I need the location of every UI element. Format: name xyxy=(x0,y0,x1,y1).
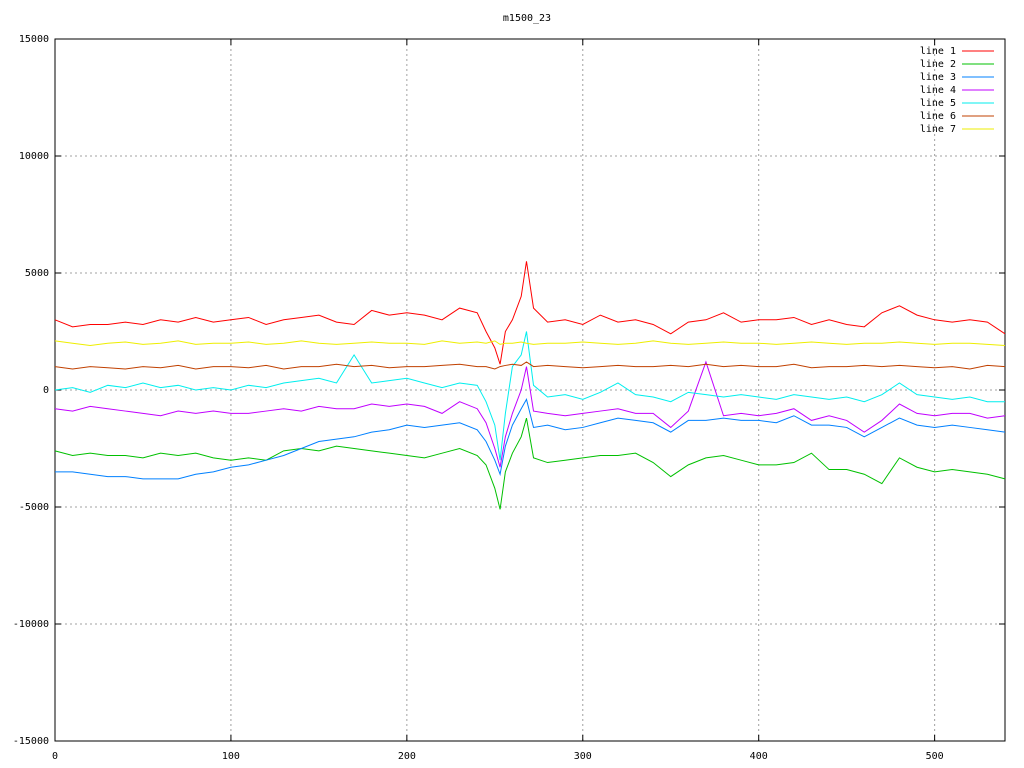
x-tick-label: 400 xyxy=(750,751,768,762)
y-tick-label: 0 xyxy=(43,385,49,396)
chart-title: m1500_23 xyxy=(503,13,551,24)
x-tick-label: 200 xyxy=(398,751,416,762)
x-tick-label: 500 xyxy=(926,751,944,762)
y-tick-label: -5000 xyxy=(19,502,49,513)
data-line xyxy=(54,340,1006,347)
y-tick-label: -10000 xyxy=(13,619,49,630)
y-tick-label: 15000 xyxy=(19,34,49,45)
x-tick-label: 300 xyxy=(574,751,592,762)
legend-label: line 5 xyxy=(920,98,956,109)
legend-label: line 4 xyxy=(920,85,956,96)
data-line xyxy=(54,417,1006,510)
data-line xyxy=(54,361,1006,370)
data-line xyxy=(54,261,1006,365)
y-tick-label: -15000 xyxy=(13,736,49,747)
x-tick-label: 0 xyxy=(52,751,58,762)
x-tick-label: 100 xyxy=(222,751,240,762)
legend-label: line 1 xyxy=(920,46,956,57)
y-tick-label: 5000 xyxy=(25,268,49,279)
y-tick-label: 10000 xyxy=(19,151,49,162)
data-line xyxy=(54,331,1005,461)
legend-label: line 2 xyxy=(920,59,956,70)
data-line xyxy=(55,398,1006,480)
legend-label: line 3 xyxy=(920,72,956,83)
legend-label: line 6 xyxy=(920,111,956,122)
data-line xyxy=(54,360,1006,468)
legend-label: line 7 xyxy=(920,124,956,135)
